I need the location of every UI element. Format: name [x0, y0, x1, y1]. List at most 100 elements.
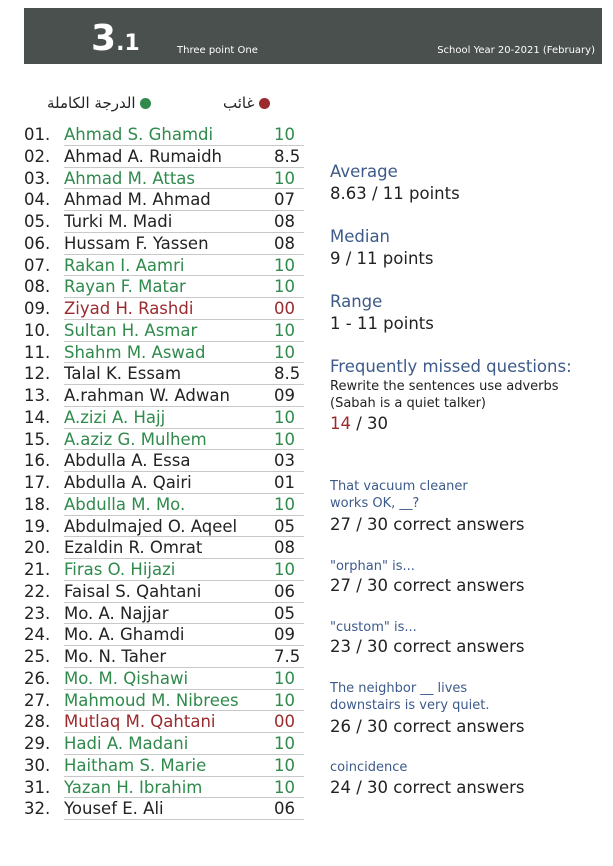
question-5-title: coincidence	[330, 760, 408, 775]
student-row: 28. Mutlaq M. Qahtani 00	[24, 711, 304, 733]
student-name: Abdulmajed O. Aqeel	[64, 516, 238, 536]
student-row: 01. Ahmad S. Ghamdi 10	[24, 124, 304, 146]
student-number: 02.	[24, 146, 51, 166]
row-divider	[64, 275, 304, 277]
student-row: 13. A.rahman W. Adwan 09	[24, 385, 304, 407]
row-divider	[64, 231, 304, 233]
student-row: 29. Hadi A. Madani 10	[24, 733, 304, 755]
student-name: Mo. A. Najjar	[64, 603, 169, 623]
student-number: 03.	[24, 168, 51, 188]
student-name: A.rahman W. Adwan	[64, 386, 230, 405]
student-number: 24.	[24, 625, 51, 645]
row-divider	[64, 297, 304, 298]
row-divider	[64, 492, 304, 494]
row-divider	[64, 601, 304, 603]
student-number: 28.	[24, 712, 51, 732]
student-row: 07. Rakan I. Aamri 10	[24, 255, 304, 277]
student-number: 01.	[24, 125, 51, 144]
student-number: 10.	[24, 320, 51, 340]
student-score: 08	[274, 538, 295, 558]
class-number-major: 3	[91, 18, 117, 59]
student-number: 12.	[24, 364, 51, 384]
student-score: 00	[274, 299, 295, 318]
student-name: Talal K. Essam	[64, 364, 182, 384]
student-row: 32. Yousef E. Ali 06	[24, 798, 304, 820]
class-number: 3.1	[91, 18, 140, 59]
student-row: 10. Sultan H. Asmar 10	[24, 320, 304, 342]
student-row: 08. Rayan F. Matar 10	[24, 276, 304, 298]
row-divider	[64, 471, 304, 472]
missed-desc-line1: Rewrite the sentences use adverbs	[330, 379, 559, 394]
student-score: 10	[274, 668, 295, 688]
student-number: 19.	[24, 516, 51, 536]
question-1-title: That vacuum cleaner works OK, __?	[330, 479, 468, 511]
student-row: 18. Abdulla M. Mo. 10	[24, 494, 304, 516]
student-score: 05	[274, 516, 295, 536]
student-row: 04. Ahmad M. Ahmad 07	[24, 189, 304, 211]
student-row: 21. Firas O. Hijazi 10	[24, 559, 304, 581]
student-number: 04.	[24, 190, 51, 210]
student-number: 17.	[24, 473, 51, 492]
legend-full-score: الدرجة الكاملة	[47, 94, 152, 112]
student-score: 07	[274, 190, 295, 210]
legend-absent: غائب	[223, 94, 271, 112]
average-value: 8.63 / 11 points	[330, 184, 460, 203]
student-name: Abdulla M. Mo.	[64, 494, 186, 514]
student-score: 10	[274, 168, 295, 188]
student-score: 05	[274, 603, 295, 623]
student-row: 11. Shahm M. Aswad 10	[24, 342, 304, 364]
student-score: 8.5	[274, 364, 301, 384]
student-row: 16. Abdulla A. Essa 03	[24, 450, 304, 472]
student-score: 01	[274, 473, 295, 492]
red-dot-icon	[259, 98, 271, 109]
student-score: 06	[274, 581, 295, 601]
student-name: Rakan I. Aamri	[64, 255, 185, 275]
row-divider	[64, 536, 304, 538]
row-divider	[64, 732, 304, 733]
student-number: 14.	[24, 407, 51, 427]
row-divider	[64, 362, 304, 364]
range-value: 1 - 11 points	[330, 314, 434, 333]
student-row: 14. A.zizi A. Hajj 10	[24, 407, 304, 429]
row-divider	[64, 449, 304, 451]
student-number: 25.	[24, 647, 51, 666]
student-list: 01. Ahmad S. Ghamdi 10 02. Ahmad A. Rumaidh 8…	[24, 124, 304, 820]
row-divider	[64, 427, 304, 429]
row-divider	[64, 340, 304, 342]
question-5-score: 24 / 30 correct answers	[330, 778, 525, 797]
student-score: 10	[274, 320, 295, 340]
student-name: Ahmad M. Attas	[64, 168, 196, 188]
question-3-title: "custom" is...	[330, 620, 417, 635]
student-number: 08.	[24, 277, 51, 297]
student-name: Ahmad A. Rumaidh	[64, 146, 223, 166]
student-number: 31.	[24, 777, 51, 797]
question-1-score: 27 / 30 correct answers	[330, 515, 525, 534]
student-number: 07.	[24, 255, 51, 275]
row-divider	[64, 514, 304, 516]
student-name: Turki M. Madi	[64, 212, 173, 231]
row-divider	[64, 666, 304, 668]
student-score: 10	[274, 407, 295, 427]
missed-count-value: 14	[330, 414, 351, 433]
student-number: 06.	[24, 233, 51, 253]
student-number: 18.	[24, 494, 51, 514]
student-score: 10	[274, 429, 295, 449]
question-4-score: 26 / 30 correct answers	[330, 717, 525, 736]
student-number: 23.	[24, 603, 51, 623]
row-divider	[64, 623, 304, 625]
student-score: 10	[274, 777, 295, 797]
row-divider	[64, 579, 304, 581]
average-label: Average	[330, 162, 398, 181]
student-number: 11.	[24, 342, 51, 362]
student-number: 05.	[24, 212, 51, 231]
student-name: Faisal S. Qahtani	[64, 581, 202, 601]
missed-desc-line2: (Sabah is a quiet talker)	[330, 396, 486, 411]
row-divider	[64, 144, 304, 146]
row-divider	[64, 775, 304, 777]
green-dot-icon	[140, 98, 152, 109]
student-score: 03	[274, 451, 295, 471]
student-score: 00	[274, 712, 295, 732]
student-row: 09. Ziyad H. Rashdi 00	[24, 298, 304, 320]
class-number-minor: .1	[116, 31, 140, 56]
school-year: School Year 20-2021 (February)	[437, 45, 595, 56]
